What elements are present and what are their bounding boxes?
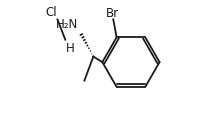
Text: Br: Br <box>106 7 119 20</box>
Text: H: H <box>66 41 75 54</box>
Text: Cl: Cl <box>45 6 57 19</box>
Text: H₂N: H₂N <box>56 17 78 30</box>
